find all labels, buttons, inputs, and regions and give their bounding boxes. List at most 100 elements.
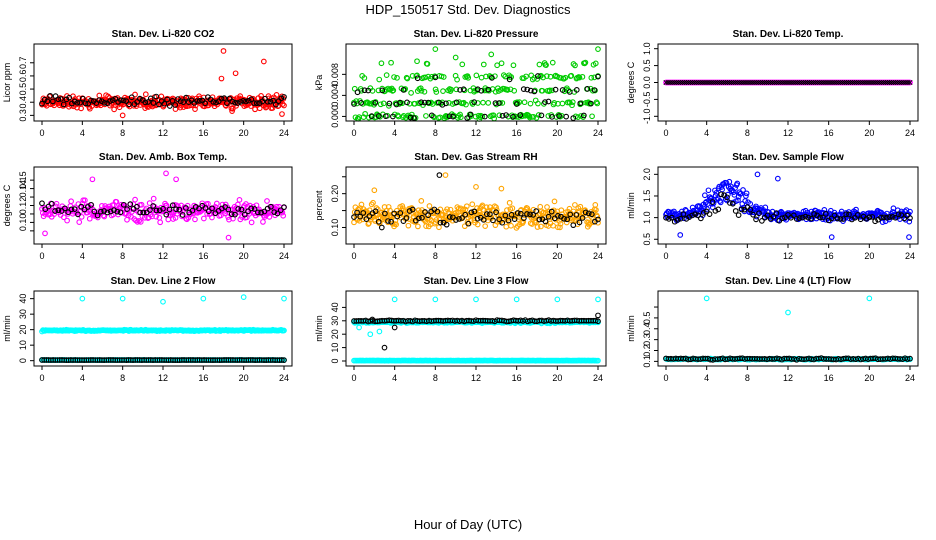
data-point — [82, 197, 88, 204]
data-point — [137, 209, 143, 216]
data-point — [517, 210, 524, 217]
data-point — [122, 211, 129, 217]
data-point — [232, 70, 239, 77]
data-point — [404, 99, 410, 106]
data-point — [504, 207, 510, 213]
data-point — [460, 86, 467, 93]
data-point — [423, 223, 429, 230]
panel-title: Stan. Dev. Line 4 (LT) Flow — [725, 276, 851, 287]
data-point — [831, 79, 837, 86]
data-point — [663, 79, 669, 86]
data-point — [447, 206, 454, 213]
y-axis-label: degrees C — [626, 61, 636, 103]
data-point — [437, 219, 444, 226]
data-point — [581, 112, 587, 119]
data-point — [119, 112, 126, 119]
x-tick-label: 20 — [864, 373, 874, 383]
data-point — [48, 200, 55, 207]
data-point — [459, 61, 466, 68]
data-point — [436, 172, 443, 178]
data-point — [700, 79, 706, 86]
y-tick-label: 0.15 — [18, 171, 28, 189]
data-point — [853, 206, 859, 213]
data-point — [247, 202, 253, 209]
data-point — [418, 87, 425, 94]
data-point — [89, 176, 96, 183]
series-1 — [39, 92, 287, 109]
data-point — [147, 207, 153, 213]
y-tick-label: 0 — [330, 358, 340, 363]
data-point — [551, 198, 558, 205]
y-tick-label: 0.3 — [642, 333, 652, 346]
data-point — [556, 113, 562, 119]
y-tick-label: 0.5 — [642, 233, 652, 246]
data-point — [409, 206, 416, 213]
x-tick-label: 12 — [158, 251, 168, 261]
data-point — [485, 86, 492, 93]
data-point — [717, 199, 724, 206]
data-point — [101, 213, 108, 220]
data-point — [828, 215, 835, 222]
data-point — [499, 112, 506, 119]
data-point — [756, 210, 762, 217]
data-point — [856, 79, 862, 86]
data-point — [536, 216, 543, 223]
data-point — [457, 111, 463, 118]
data-point — [192, 106, 198, 112]
data-point — [426, 203, 433, 209]
series-0 — [39, 48, 287, 119]
data-point — [794, 79, 800, 86]
y-tick-label: 0.000 — [330, 105, 340, 128]
data-point — [408, 89, 414, 96]
data-point — [51, 211, 57, 217]
data-point — [513, 101, 520, 107]
data-point — [360, 210, 367, 216]
data-point — [385, 218, 391, 224]
x-tick-label: 4 — [392, 128, 397, 138]
data-point — [224, 100, 230, 107]
data-point — [570, 61, 577, 67]
data-point — [509, 205, 516, 212]
data-point — [506, 199, 513, 206]
plot-frame — [657, 290, 919, 367]
data-point — [588, 211, 595, 218]
data-point — [543, 73, 550, 79]
data-point — [166, 103, 173, 109]
data-point — [400, 87, 407, 93]
data-point — [689, 204, 696, 211]
data-point — [366, 213, 373, 220]
data-point — [737, 79, 743, 86]
x-tick-label: 0 — [351, 251, 356, 261]
data-point — [78, 203, 85, 210]
data-point — [566, 205, 573, 212]
data-point — [272, 101, 279, 108]
data-point — [837, 79, 843, 86]
data-point — [77, 99, 83, 106]
data-point — [576, 219, 583, 226]
data-point — [137, 219, 144, 225]
data-point — [594, 213, 601, 220]
data-point — [61, 214, 67, 221]
data-point — [390, 87, 397, 94]
data-point — [747, 206, 754, 213]
data-point — [759, 79, 765, 86]
data-point — [280, 212, 287, 219]
y-tick-label: 0.2 — [642, 344, 652, 357]
data-point — [843, 79, 849, 86]
data-point — [498, 185, 505, 192]
data-point — [169, 97, 176, 104]
data-point — [202, 205, 209, 211]
data-point — [42, 206, 49, 213]
panel-title: Stan. Dev. Li-820 CO2 — [112, 29, 215, 40]
data-point — [835, 79, 841, 86]
data-point — [480, 99, 486, 106]
data-point — [415, 223, 421, 230]
data-point — [800, 79, 806, 86]
data-point — [577, 203, 584, 210]
x-tick-label: 12 — [158, 128, 168, 138]
data-point — [546, 88, 552, 95]
data-point — [378, 60, 385, 67]
data-point — [382, 210, 388, 217]
data-point — [792, 79, 798, 86]
data-point — [837, 216, 844, 222]
